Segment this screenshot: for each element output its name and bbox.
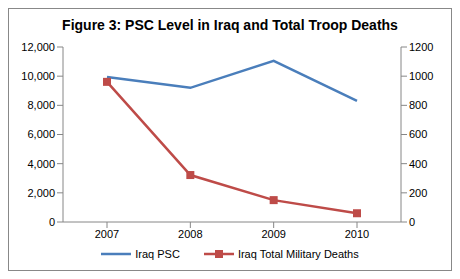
svg-text:0: 0 xyxy=(49,216,55,228)
svg-text:6,000: 6,000 xyxy=(27,128,55,140)
svg-text:800: 800 xyxy=(409,99,427,111)
svg-text:2010: 2010 xyxy=(345,228,369,240)
svg-text:10,000: 10,000 xyxy=(21,70,55,82)
svg-text:2,000: 2,000 xyxy=(27,187,55,199)
html-text:Figure 3: PSC Level in Iraq an: Figure 3: PSC Level in Iraq and Total Tr… xyxy=(62,17,398,33)
svg-text:2008: 2008 xyxy=(178,228,202,240)
svg-text:12,000: 12,000 xyxy=(21,41,55,53)
svg-text:600: 600 xyxy=(409,128,427,140)
svg-text:2009: 2009 xyxy=(261,228,285,240)
svg-text:4,000: 4,000 xyxy=(27,158,55,170)
svg-text:400: 400 xyxy=(409,158,427,170)
svg-text:1000: 1000 xyxy=(409,70,433,82)
svg-text:1200: 1200 xyxy=(409,41,433,53)
svg-text:8,000: 8,000 xyxy=(27,99,55,111)
html-text:Iraq Total Military Deaths: Iraq Total Military Deaths xyxy=(237,248,359,260)
svg-text:0: 0 xyxy=(409,216,415,228)
html-text:Iraq PSC: Iraq PSC xyxy=(135,248,180,260)
svg-text:200: 200 xyxy=(409,187,427,199)
svg-text:2007: 2007 xyxy=(95,228,119,240)
